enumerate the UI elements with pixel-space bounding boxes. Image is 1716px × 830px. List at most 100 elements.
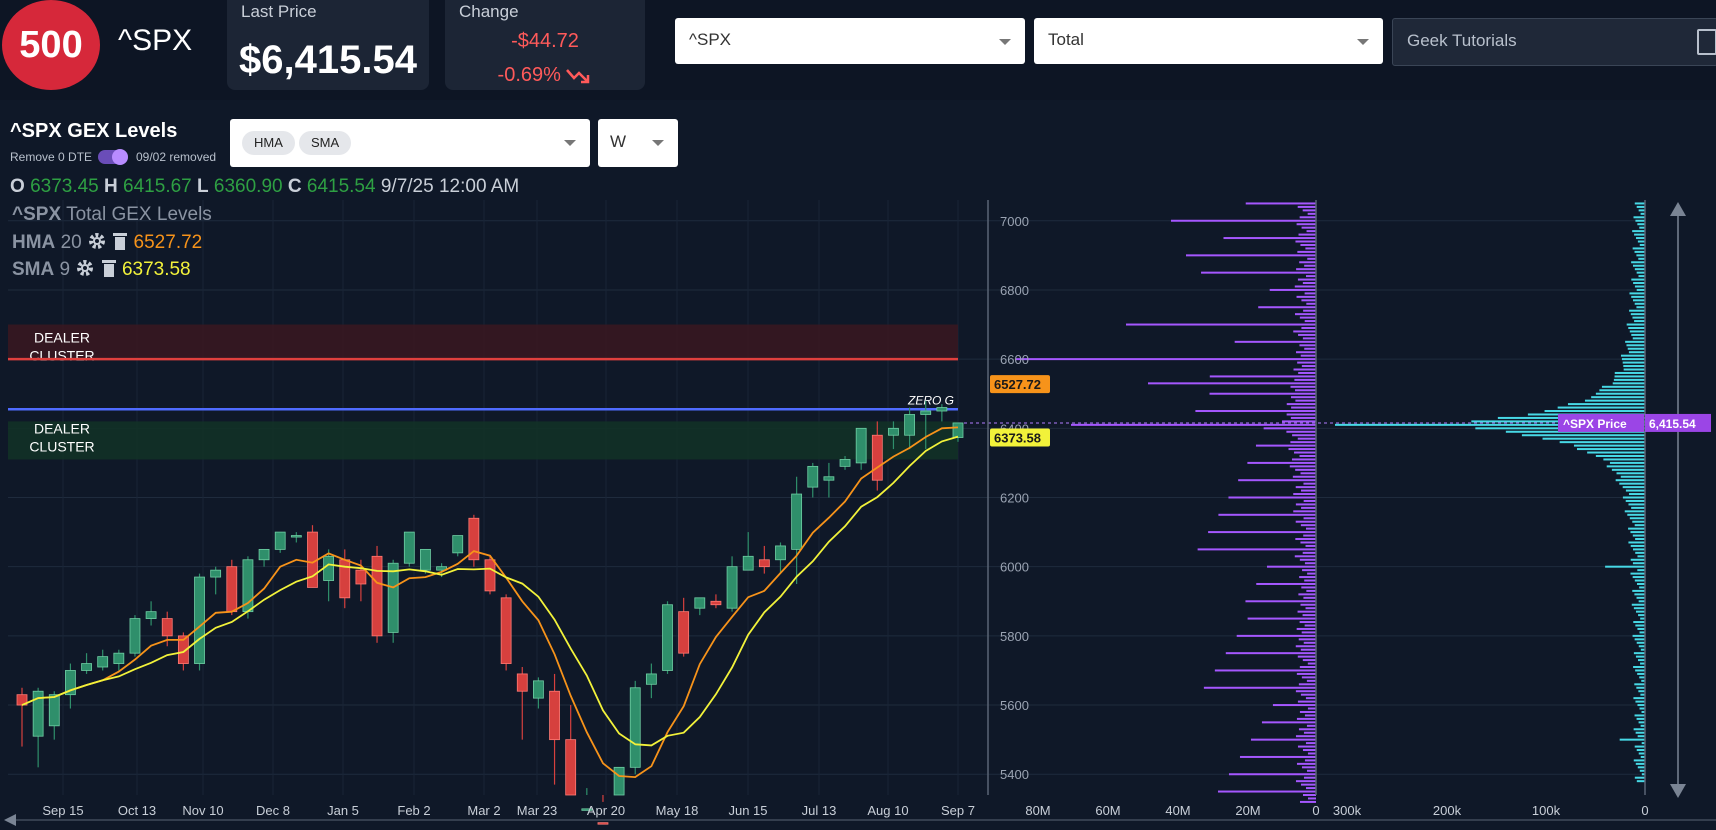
volume-bar (1542, 437, 1645, 440)
gex-bar (1269, 288, 1316, 291)
volume-bar (1635, 219, 1645, 222)
gex-bar (1296, 762, 1316, 765)
legend-series-name: Total GEX Levels (66, 204, 212, 225)
x-tick-label: May 18 (656, 803, 699, 818)
gex-bar (1247, 461, 1316, 464)
gex-bar (1304, 624, 1316, 627)
candle (484, 556, 496, 595)
candle (613, 766, 625, 796)
gex-bar (1295, 240, 1316, 243)
candle (258, 548, 270, 567)
volume-bar (1636, 717, 1645, 720)
gex-type-select-value: Total (1048, 30, 1084, 49)
volume-bar (1630, 531, 1645, 534)
chevron-down-icon (999, 39, 1011, 45)
sma-price-tag-bg (990, 428, 1050, 447)
trash-icon[interactable] (112, 231, 128, 251)
gex-bar (1296, 717, 1316, 720)
gex-bar (1225, 652, 1316, 655)
gex-bar (1303, 482, 1316, 485)
gex-type-select[interactable]: Total (1034, 18, 1383, 64)
gex-bar (1272, 704, 1316, 707)
volume-bar (1595, 392, 1645, 395)
volume-bar (1634, 593, 1645, 596)
candle-body (129, 618, 141, 654)
volume-bar (1628, 351, 1645, 354)
gex-bar (1297, 205, 1316, 208)
timeframe-select[interactable]: W (598, 119, 678, 167)
gear-icon[interactable] (87, 231, 107, 251)
spx-price-tag-label-bg (1558, 413, 1644, 432)
tutorials-select[interactable]: Geek Tutorials (1392, 18, 1716, 66)
sma-name: SMA (12, 259, 55, 280)
volume-bar (1619, 482, 1645, 485)
hma-line (21, 426, 959, 779)
volume-bar (1638, 752, 1645, 755)
candle (742, 532, 754, 571)
trash-icon[interactable] (101, 258, 117, 278)
spx-price-tag-label: ^SPX Price (1563, 417, 1627, 431)
candle (645, 663, 657, 699)
volume-bar (1636, 686, 1645, 689)
volume-bar (1636, 271, 1645, 274)
volume-bar (1612, 382, 1645, 385)
volume-bar (1635, 700, 1645, 703)
volume-bar (1636, 254, 1645, 257)
candle (81, 653, 92, 674)
high-label: H (104, 176, 118, 197)
candle-body (710, 600, 722, 606)
document-icon[interactable] (1697, 29, 1716, 55)
gex-bar (1255, 444, 1316, 447)
remove-0dte-toggle[interactable] (98, 149, 128, 165)
candle (726, 556, 738, 612)
candle (871, 421, 883, 491)
volume-bar (1639, 226, 1645, 229)
gex-bar (1296, 672, 1316, 675)
gex-bar (1304, 562, 1316, 565)
volume-bar (1632, 589, 1645, 592)
volume-bar (1627, 347, 1645, 350)
volume-axis-label: 100k (1532, 803, 1561, 818)
gear-icon[interactable] (75, 258, 95, 278)
candle-body (500, 597, 512, 664)
volume-bar (1640, 755, 1645, 758)
tutorials-label: Geek Tutorials (1407, 31, 1517, 50)
volume-bar (1629, 330, 1645, 333)
sma-price-tag: 6373.58 (990, 428, 1050, 447)
last-price-card: Last Price $6,415.54 (227, 0, 429, 90)
gex-bar (1303, 596, 1316, 599)
candle-body (210, 569, 222, 578)
candle (371, 545, 383, 643)
ticker-symbol: ^SPX (118, 24, 193, 57)
volume-axis-label: 200k (1433, 803, 1462, 818)
gex-bar (1301, 326, 1316, 329)
indicator-chip-hma[interactable]: HMA (242, 131, 295, 155)
volume-bar (1638, 645, 1645, 648)
gex-bar (1299, 666, 1316, 669)
x-tick-label: Feb 2 (397, 803, 430, 818)
candle-body (533, 680, 544, 699)
volume-bar (1631, 295, 1645, 298)
gex-bar (1209, 392, 1316, 395)
spx-price-tag-value-bg (1645, 413, 1711, 432)
chevron-down-icon (564, 140, 576, 146)
volume-bar (1616, 472, 1645, 475)
volume-axis-label: 0 (1641, 803, 1648, 818)
candle-body (904, 414, 915, 436)
gex-bar (1301, 299, 1316, 302)
gex-bar (1299, 800, 1316, 803)
gex-bar (1247, 617, 1316, 620)
indicator-select[interactable]: HMA SMA (230, 119, 590, 167)
indicator-chip-sma[interactable]: SMA (299, 131, 352, 155)
volume-bar (1632, 337, 1645, 340)
gex-bar (1299, 710, 1316, 713)
gex-bar (1305, 544, 1316, 547)
candle (194, 573, 205, 671)
symbol-select[interactable]: ^SPX (675, 18, 1025, 64)
candle-body (823, 476, 835, 481)
sma-legend: SMA 9 6373.58 (12, 258, 191, 281)
app-logo[interactable]: 500 (2, 0, 100, 90)
gex-bar (1295, 690, 1316, 693)
candle-body (952, 422, 964, 438)
